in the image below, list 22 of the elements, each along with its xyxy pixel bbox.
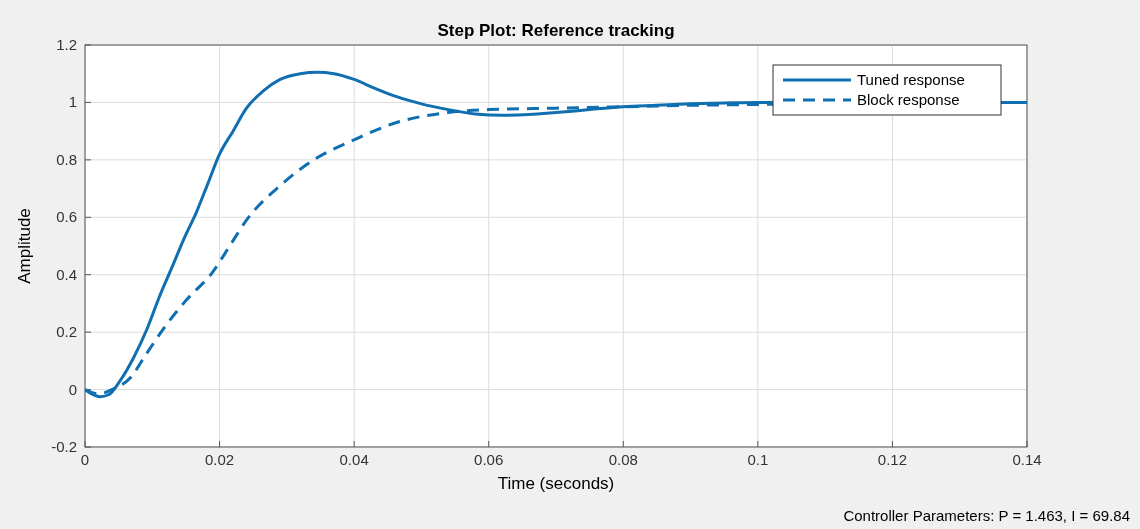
y-axis-title: Amplitude [15, 208, 34, 284]
x-tick-label: 0.08 [608, 451, 638, 468]
x-tick-label: 0 [80, 451, 90, 468]
y-tick-label: 0.4 [56, 265, 77, 283]
y-tick-label: 0 [68, 380, 77, 398]
x-tick-label: 0.12 [877, 451, 908, 468]
text: Controller Parameters: P = 1.463, I = 69.84 [843, 507, 1130, 524]
x-tick-label: 0.04 [339, 451, 369, 468]
y-tick-label: 1 [68, 93, 77, 111]
y-tick-label: 0.2 [56, 323, 77, 341]
legend-label: Tuned response [857, 71, 965, 88]
y-tick-label: -0.2 [51, 438, 77, 455]
x-axis-title: Time (seconds) [497, 474, 615, 493]
legend-label: Block response [857, 91, 960, 108]
y-tick-label: 0.8 [56, 150, 77, 168]
x-tick-label: 0.1 [747, 451, 769, 468]
x-tick-label: 0.02 [204, 451, 235, 468]
x-tick-label: 0.14 [1012, 451, 1042, 468]
y-tick-label: 1.2 [56, 36, 77, 53]
chart-title: Step Plot: Reference tracking [437, 21, 675, 40]
y-tick-label: 0.6 [56, 208, 77, 226]
x-tick-label: 0.06 [474, 451, 504, 468]
